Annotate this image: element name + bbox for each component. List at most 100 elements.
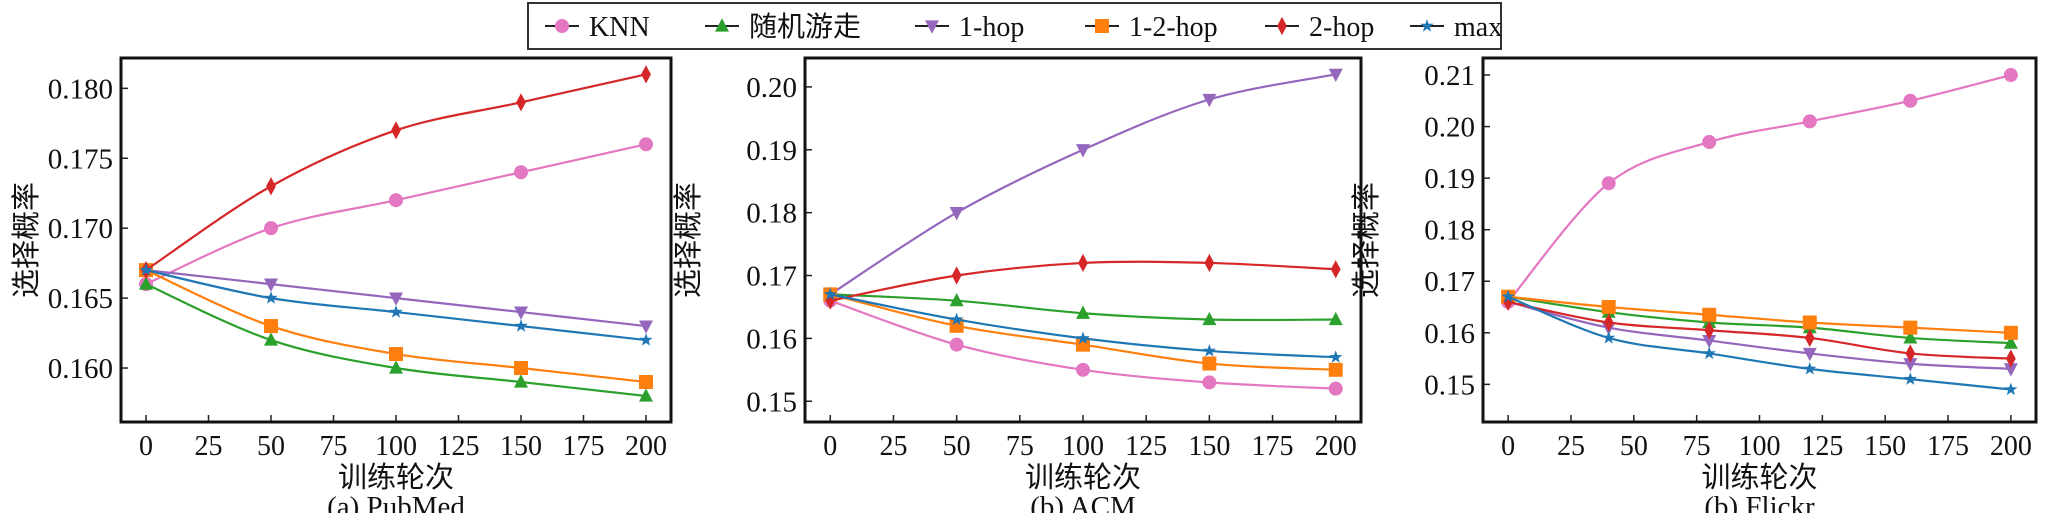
data-point xyxy=(1803,361,1817,375)
x-tick-label: 75 xyxy=(1683,431,1711,462)
series-line xyxy=(1507,73,2012,303)
y-axis-label: 选择概率 xyxy=(10,182,43,298)
y-axis-label: 选择概率 xyxy=(1350,182,1383,298)
subplot-2: 0 25 50 75 100 125 150 175 200 0.15 0.16 0.17 0.18 0.… xyxy=(672,56,1363,513)
data-point xyxy=(1601,176,1616,191)
y-tick-label: 0.15 xyxy=(1424,369,1475,401)
data-point xyxy=(1802,114,1817,129)
y-tick-label: 0.18 xyxy=(1424,215,1475,247)
square-icon xyxy=(1095,19,1109,33)
data-point xyxy=(1903,320,1918,335)
y-tick-label: 0.175 xyxy=(48,143,113,175)
data-point xyxy=(1702,307,1717,322)
data-point xyxy=(949,207,964,221)
data-point xyxy=(1603,313,1614,332)
plot-frame xyxy=(803,56,1363,424)
data-point xyxy=(951,266,962,285)
data-point xyxy=(641,65,651,84)
legend-entry: max xyxy=(1410,12,1502,43)
data-point xyxy=(264,291,278,304)
data-point xyxy=(266,177,276,196)
data-point xyxy=(1903,358,1918,372)
series-line xyxy=(1507,295,2011,345)
y-tick-label: 0.16 xyxy=(746,323,797,355)
data-point xyxy=(639,320,653,334)
legend-entry: 随机游走 xyxy=(705,11,861,43)
x-tick-label: 175 xyxy=(563,431,605,462)
x-tick-label: 0 xyxy=(139,431,153,462)
data-point xyxy=(389,305,403,318)
data-point xyxy=(1802,315,1817,330)
series-1-2-hop xyxy=(823,287,1343,377)
y-tick-label: 0.18 xyxy=(746,198,797,230)
data-point xyxy=(514,361,528,376)
data-point xyxy=(1076,305,1090,319)
data-point xyxy=(639,333,653,346)
x-tick-label: 75 xyxy=(320,431,348,462)
data-point xyxy=(514,319,528,332)
data-point xyxy=(1202,344,1216,357)
x-tick-label: 175 xyxy=(1252,431,1294,462)
data-point xyxy=(1076,144,1090,158)
data-point xyxy=(516,93,526,112)
data-point xyxy=(1903,330,1918,344)
data-point xyxy=(1076,337,1090,352)
series-2-hop xyxy=(141,65,651,280)
data-point xyxy=(1330,260,1341,279)
x-axis-label: 训练轮次 xyxy=(1701,461,1817,494)
legend-box xyxy=(527,2,1502,50)
legend-entry: 1-hop xyxy=(915,12,1024,43)
data-point xyxy=(264,319,278,334)
subplot-1: 0 25 50 75 100 125 150 175 200 0.160 0.165 0.170 0.1… xyxy=(10,56,673,513)
data-point xyxy=(1501,289,1515,303)
data-point xyxy=(1078,253,1088,273)
data-point xyxy=(1702,135,1717,150)
x-tick-label: 200 xyxy=(1315,431,1357,462)
series-KNN xyxy=(139,137,653,292)
series-line xyxy=(145,143,647,286)
x-tick-label: 0 xyxy=(1501,431,1515,462)
data-point xyxy=(391,121,401,140)
x-tick-label: 25 xyxy=(195,431,223,462)
x-tick-label: 150 xyxy=(1188,431,1230,462)
series-line xyxy=(1507,295,2011,391)
plot-frame xyxy=(119,56,673,424)
data-point xyxy=(1202,311,1217,326)
legend-label: 2-hop xyxy=(1309,12,1374,43)
data-point xyxy=(2004,382,2018,396)
data-point xyxy=(1202,356,1217,371)
series-line xyxy=(145,73,647,272)
data-point xyxy=(2003,325,2018,340)
y-tick-label: 0.165 xyxy=(48,283,113,315)
x-tick-label: 75 xyxy=(1006,431,1034,462)
data-point xyxy=(1602,331,1616,344)
y-tick-label: 0.17 xyxy=(1424,266,1475,298)
data-point xyxy=(139,276,153,290)
data-point xyxy=(514,374,528,388)
x-tick-label: 25 xyxy=(1557,431,1585,462)
data-point xyxy=(1076,331,1090,344)
data-point xyxy=(389,193,403,208)
series-1-2-hop xyxy=(139,263,653,390)
legend: KNN 随机游走 1-hop 1-2-hop 2-hop max xyxy=(527,2,1502,50)
data-point xyxy=(639,388,653,402)
data-point xyxy=(1328,68,1343,83)
series-1-hop xyxy=(139,264,653,334)
x-tick-label: 200 xyxy=(1990,431,2032,462)
data-point xyxy=(949,292,964,307)
series-1-2-hop xyxy=(1501,289,2018,340)
triangle-up-icon xyxy=(715,18,729,32)
data-point xyxy=(1328,311,1343,326)
data-point xyxy=(1202,375,1217,390)
y-tick-label: 0.15 xyxy=(746,386,797,418)
series-max xyxy=(1501,289,2018,396)
y-tick-label: 0.16 xyxy=(1424,318,1475,350)
data-point xyxy=(949,318,964,333)
series-line xyxy=(1508,295,2011,334)
data-point xyxy=(1702,334,1717,349)
y-tick-label: 0.170 xyxy=(48,213,113,245)
legend-label: KNN xyxy=(589,12,650,43)
x-tick-label: 100 xyxy=(375,431,417,462)
data-point xyxy=(2003,68,2018,83)
